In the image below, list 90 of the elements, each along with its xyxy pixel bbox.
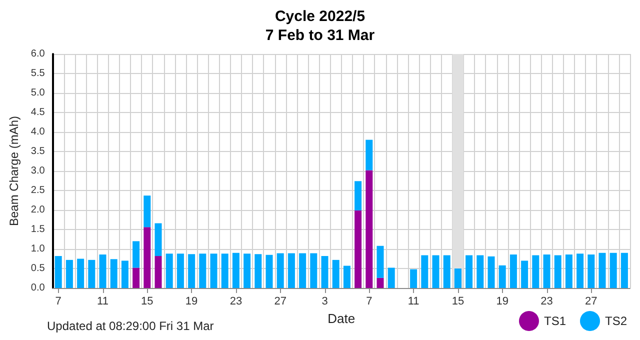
y-tick-label: 5.5: [30, 68, 46, 79]
legend-label: TS2: [604, 314, 628, 328]
bar: [410, 269, 418, 288]
bar: [166, 254, 173, 288]
x-tick-label: 27: [274, 296, 286, 308]
bar: [366, 170, 373, 288]
bar: [521, 260, 528, 288]
x-tick-label: 19: [185, 296, 198, 308]
text: Updated at 08:29:00 Fri 31 Mar: [47, 319, 214, 333]
bar: [54, 256, 62, 288]
bar: [266, 254, 273, 288]
y-tick-label: 0.0: [30, 282, 46, 294]
bar: [132, 268, 140, 288]
x-tick-label: 27: [585, 296, 598, 308]
y-tick-label: 4.5: [30, 107, 46, 118]
bar: [510, 254, 517, 288]
bar: [421, 255, 428, 288]
bar: [343, 266, 350, 288]
bar: [77, 258, 84, 288]
bar: [443, 255, 450, 288]
x-tick-label: 11: [408, 296, 420, 308]
bar: [276, 253, 284, 288]
bar: [66, 260, 73, 288]
y-tick-label: 5.0: [30, 88, 46, 98]
bar: [288, 253, 295, 288]
bar: [332, 260, 340, 288]
bar: [188, 254, 196, 288]
bar: [554, 255, 562, 288]
bar: [121, 260, 128, 288]
bar: [498, 265, 506, 288]
y-tick-label: 0.5: [30, 263, 46, 274]
bar: [144, 196, 151, 228]
y-tick-label: 4.0: [30, 126, 46, 138]
x-tick-label: 15: [141, 296, 154, 308]
bar: [254, 254, 262, 288]
y-tick-label: 1.5: [30, 224, 46, 235]
bar: [620, 252, 628, 288]
bar: [532, 255, 540, 288]
bar: [310, 253, 318, 288]
bar: [454, 268, 462, 288]
bar: [576, 254, 584, 288]
y-tick-label: 3.5: [30, 146, 46, 157]
bar: [476, 255, 484, 288]
y-tick-label: 6.0: [30, 48, 46, 60]
bar: [598, 252, 606, 288]
bar: [376, 278, 384, 288]
x-tick-label: 3: [322, 296, 328, 308]
x-tick-label: 7: [55, 296, 62, 308]
bar: [299, 253, 306, 288]
bar: [199, 254, 206, 288]
bar: [232, 252, 240, 288]
bar: [543, 254, 550, 288]
y-tick-label: 2.5: [30, 185, 46, 196]
bar: [388, 268, 395, 288]
bar: [210, 254, 218, 288]
bar: [154, 223, 162, 256]
x-tick-label: 23: [230, 296, 242, 308]
bar: [110, 259, 118, 288]
bar: [154, 256, 162, 288]
x-tick-label: 11: [97, 296, 108, 308]
bar: [354, 210, 362, 288]
bar: [321, 256, 328, 288]
bar: [99, 254, 106, 288]
bar: [221, 254, 228, 288]
bar: [366, 140, 373, 170]
bar: [588, 254, 595, 288]
chart-subtitle: 7 Feb to 31 Mar: [265, 27, 375, 44]
bar: [488, 256, 495, 288]
x-axis-title: Date: [328, 310, 356, 326]
chart-title: Cycle 2022/5: [274, 8, 366, 25]
bar: [88, 260, 96, 288]
bar: [176, 254, 184, 288]
legend-label: TS1: [544, 314, 566, 328]
x-tick-label: 23: [540, 296, 553, 308]
bar: [354, 181, 362, 210]
y-axis-title: Beam Charge (mAh): [7, 116, 21, 226]
y-tick-label: 3.0: [30, 166, 46, 176]
bar: [132, 241, 140, 268]
bar: [466, 255, 473, 288]
x-tick-label: 15: [452, 296, 464, 308]
y-tick-label: 2.0: [30, 204, 46, 216]
bar: [376, 246, 384, 278]
bar: [565, 254, 572, 288]
y-tick-label: 1.0: [30, 244, 46, 254]
bar: [610, 252, 617, 288]
bar: [244, 254, 251, 288]
x-tick-label: 7: [366, 296, 372, 308]
bar: [144, 227, 151, 288]
x-tick-label: 19: [496, 296, 508, 308]
bar: [432, 255, 440, 288]
